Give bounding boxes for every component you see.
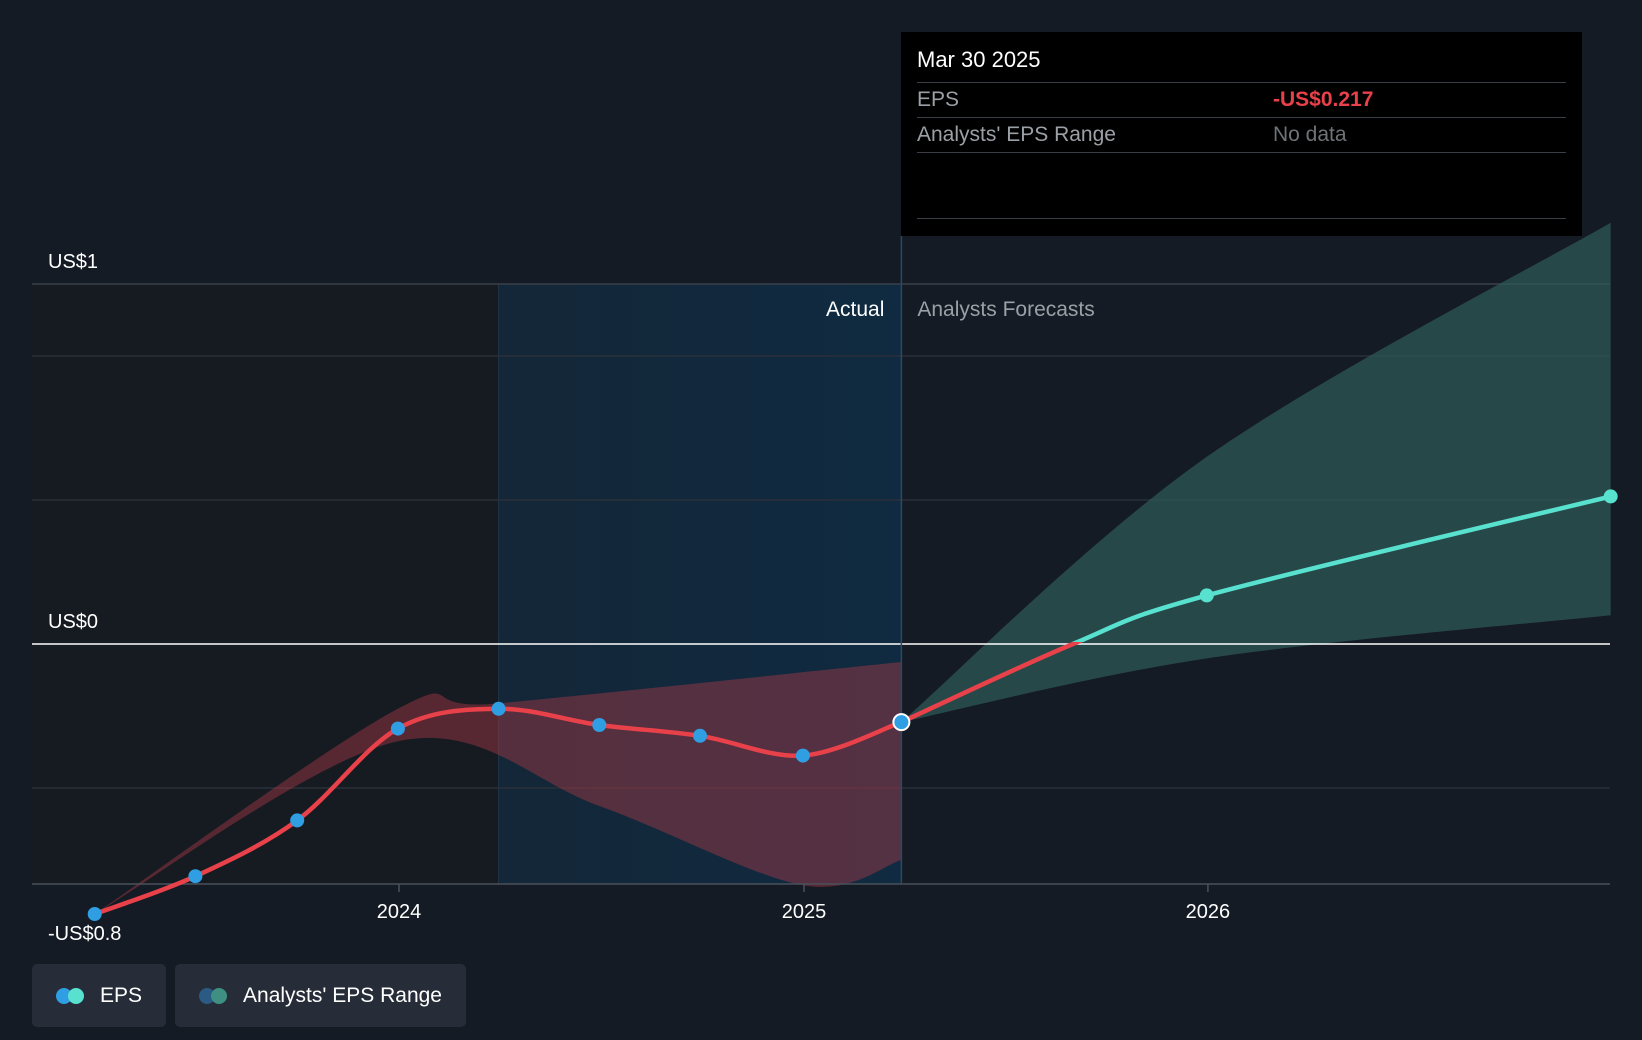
actual-eps-point bbox=[491, 701, 506, 716]
actual-section-label: Actual bbox=[826, 298, 884, 321]
legend-dot-range-forecast bbox=[211, 987, 228, 1004]
actual-eps-point bbox=[692, 728, 707, 743]
actual-eps-point bbox=[795, 748, 810, 763]
eps-range-legend-icon bbox=[199, 987, 229, 1004]
x-tick-label: 2026 bbox=[1186, 901, 1231, 923]
forecast-eps-line bbox=[1071, 494, 1613, 642]
past-eps-range-band bbox=[94, 662, 902, 914]
actual-eps-point bbox=[592, 718, 607, 732]
tooltip-row-range: Analysts' EPS Range No data bbox=[917, 118, 1566, 153]
x-tick-label: 2025 bbox=[782, 901, 827, 923]
actual-eps-point bbox=[290, 813, 305, 828]
actual-eps-point bbox=[188, 869, 203, 884]
legend-dot-forecast bbox=[68, 987, 84, 1004]
eps-legend-icon bbox=[56, 987, 86, 1004]
legend: EPS Analysts' EPS Range bbox=[32, 964, 466, 1027]
forecast-section-label: Analysts Forecasts bbox=[917, 298, 1094, 321]
tooltip-range-value: No data bbox=[1273, 123, 1347, 146]
legend-label-eps: EPS bbox=[100, 983, 143, 1007]
hover-tooltip: Mar 30 2025 EPS -US$0.217 Analysts' EPS … bbox=[901, 32, 1582, 236]
forecast-eps-line-negative bbox=[899, 642, 1084, 725]
selected-eps-point bbox=[892, 713, 911, 732]
tooltip-eps-label: EPS bbox=[917, 88, 960, 111]
forecast-eps-point bbox=[1603, 489, 1618, 504]
legend-label-eps-range: Analysts' EPS Range bbox=[243, 983, 442, 1007]
y-tick-label: US$1 bbox=[48, 251, 98, 273]
actual-eps-point bbox=[87, 907, 102, 921]
actual-eps-point bbox=[390, 721, 405, 736]
tooltip-divider bbox=[917, 218, 1566, 219]
y-tick-label: -US$0.8 bbox=[48, 923, 121, 945]
x-tick-label: 2024 bbox=[377, 901, 422, 923]
forecast-eps-range-band bbox=[901, 222, 1611, 723]
tooltip-eps-value: -US$0.217 bbox=[1273, 88, 1374, 111]
tooltip-date: Mar 30 2025 bbox=[917, 32, 1566, 83]
legend-item-eps[interactable]: EPS bbox=[32, 964, 167, 1027]
y-tick-label: US$0 bbox=[48, 611, 98, 633]
highlight-band bbox=[498, 284, 902, 884]
tooltip-range-label: Analysts' EPS Range bbox=[917, 123, 1116, 146]
legend-item-eps-range[interactable]: Analysts' EPS Range bbox=[175, 964, 466, 1027]
forecast-eps-point bbox=[1199, 588, 1214, 603]
tooltip-row-eps: EPS -US$0.217 bbox=[917, 83, 1566, 118]
